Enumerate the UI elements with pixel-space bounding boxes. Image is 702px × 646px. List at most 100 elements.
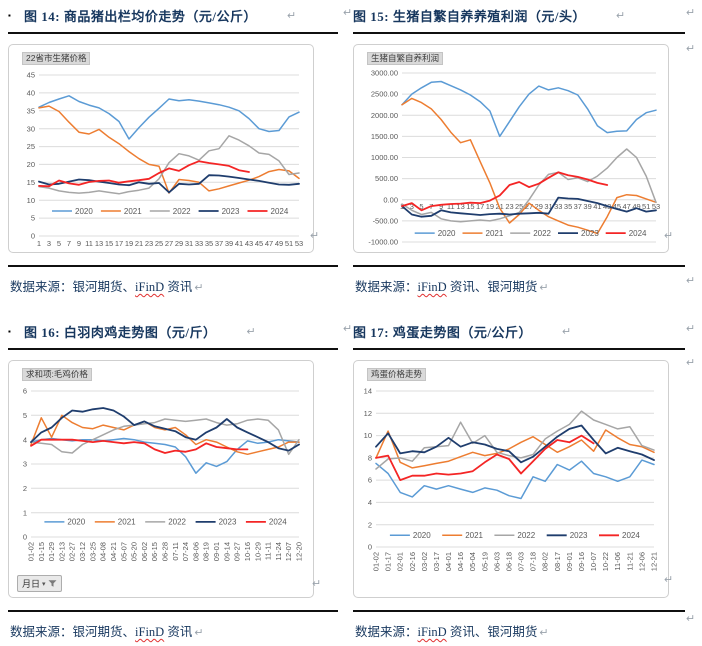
svg-text:11: 11 [447,202,455,211]
svg-text:39: 39 [583,202,591,211]
svg-text:35: 35 [205,239,213,248]
svg-text:11: 11 [85,239,93,248]
svg-text:02-16: 02-16 [408,552,417,571]
figure-caption: 图 16: 白羽肉鸡走势图（元/斤） [24,325,217,340]
svg-text:04-16: 04-16 [456,552,465,571]
svg-text:03-02: 03-02 [420,552,429,571]
svg-text:2023: 2023 [222,207,240,216]
svg-text:0: 0 [23,533,27,542]
svg-text:15: 15 [466,202,474,211]
svg-text:2: 2 [23,484,27,493]
paragraph-mark-icon: ↵ [539,627,549,639]
svg-text:10-16: 10-16 [243,542,252,561]
svg-text:27: 27 [165,239,173,248]
svg-text:17: 17 [115,239,123,248]
paragraph-mark-icon: ↵ [194,627,204,639]
svg-text:06-02: 06-02 [140,542,149,561]
svg-text:06-03: 06-03 [492,552,501,571]
pivot-field-button[interactable]: 22省市生猪价格 [22,52,91,65]
paragraph-mark-icon: ↵ [343,7,353,19]
svg-text:33: 33 [554,202,562,211]
svg-text:45: 45 [27,71,35,80]
data-source-line: 数据来源：iFinD 资讯、银河期货 ↵ [355,621,685,640]
list-bullet-icon: ▪ [8,11,11,20]
divider [353,348,685,350]
svg-text:12-06: 12-06 [637,552,646,571]
svg-text:1: 1 [23,508,27,517]
svg-text:07-03: 07-03 [517,552,526,571]
embedded-chart-pig-price[interactable]: 45 40 35 30 25 20 15 10 5 0 1 3 5 7 9 11 13 15 17 19 21 23 25 2… [8,44,314,253]
svg-text:17: 17 [476,202,484,211]
paragraph-mark-icon: ↵ [664,574,674,586]
svg-text:45: 45 [255,239,263,248]
svg-text:05-19: 05-19 [480,552,489,571]
svg-text:3: 3 [23,460,27,469]
source-text: 资讯、银河期货 [446,625,538,639]
svg-text:04-21: 04-21 [109,542,118,561]
svg-text:10-29: 10-29 [253,542,262,561]
svg-text:2024: 2024 [271,207,289,216]
svg-text:41: 41 [593,202,601,211]
svg-text:20: 20 [27,160,35,169]
svg-text:08-17: 08-17 [553,552,562,571]
svg-text:5: 5 [419,202,423,211]
svg-text:2: 2 [368,520,372,529]
svg-text:25: 25 [155,239,163,248]
svg-text:04-01: 04-01 [444,552,453,571]
source-text: 数据来源： [355,625,418,639]
svg-text:2023: 2023 [581,229,599,238]
svg-text:9: 9 [439,202,443,211]
svg-text:31: 31 [185,239,193,248]
axis-filter-button[interactable]: 月日 ▾ [17,575,62,592]
svg-text:09-27: 09-27 [233,542,242,561]
svg-text:09-01: 09-01 [212,542,221,561]
paragraph-mark-icon: ↵ [686,43,696,55]
svg-text:05-07: 05-07 [119,542,128,561]
figure-block-15: 图 15: 生猪自繁自养养殖利润（元/头） ↵ 3000.00 2500.00 20… [353,2,685,295]
svg-text:27: 27 [525,202,533,211]
pivot-field-button[interactable]: 鸡蛋价格走势 [367,368,427,381]
svg-text:3000.00: 3000.00 [371,69,398,78]
svg-text:40: 40 [27,89,35,98]
svg-text:01-17: 01-17 [384,552,393,571]
divider [8,32,338,34]
svg-text:10: 10 [27,196,35,205]
svg-text:53: 53 [295,239,303,248]
embedded-chart-egg-price[interactable]: 14 12 10 8 6 4 2 0 01-02 01-17 02-01 02-16 03-02 03-1… [353,360,669,598]
svg-text:2020: 2020 [75,207,93,216]
svg-text:12-07: 12-07 [284,542,293,561]
svg-text:2024: 2024 [622,531,640,540]
pivot-field-button[interactable]: 生猪自繁自养利润 [367,52,444,65]
svg-text:37: 37 [574,202,582,211]
svg-text:39: 39 [225,239,233,248]
data-source-line: 数据来源：银河期货、iFinD 资讯 ↵ [10,276,338,295]
filter-funnel-icon [48,580,57,587]
svg-text:3: 3 [47,239,51,248]
pivot-field-button[interactable]: 求和项:毛鸡价格 [22,368,92,381]
svg-text:2024: 2024 [269,518,287,527]
list-bullet-icon: ▪ [8,327,11,336]
embedded-chart-pig-profit[interactable]: 3000.00 2500.00 2000.00 1500.00 1000.00 500.0… [353,44,669,253]
svg-text:2022: 2022 [517,531,535,540]
svg-text:2000.00: 2000.00 [371,111,398,120]
svg-text:01-02: 01-02 [372,552,381,571]
svg-text:2023: 2023 [219,518,237,527]
svg-text:09-01: 09-01 [565,552,574,571]
data-source-line: 数据来源：银河期货、iFinD 资讯 ↵ [10,621,338,640]
svg-text:12-20: 12-20 [295,542,304,561]
svg-text:6: 6 [368,476,372,485]
svg-text:23: 23 [505,202,513,211]
svg-text:1500.00: 1500.00 [371,132,398,141]
svg-text:25: 25 [515,202,523,211]
paragraph-mark-icon: ↵ [246,326,256,338]
svg-text:15: 15 [27,178,35,187]
svg-text:10-22: 10-22 [601,552,610,571]
embedded-chart-broiler-price[interactable]: 6 5 4 3 2 1 0 01-02 01-15 01-29 02-13 02-27 03-12 03-… [8,360,314,598]
svg-text:49: 49 [275,239,283,248]
chevron-down-icon: ▾ [42,580,46,588]
figure-block-16: ▪ 图 16: 白羽肉鸡走势图（元/斤） ↵ 6 5 4 3 2 1 0 01-02 01-15… [8,318,338,640]
svg-text:51: 51 [285,239,293,248]
svg-text:06-28: 06-28 [161,542,170,561]
svg-text:51: 51 [642,202,650,211]
